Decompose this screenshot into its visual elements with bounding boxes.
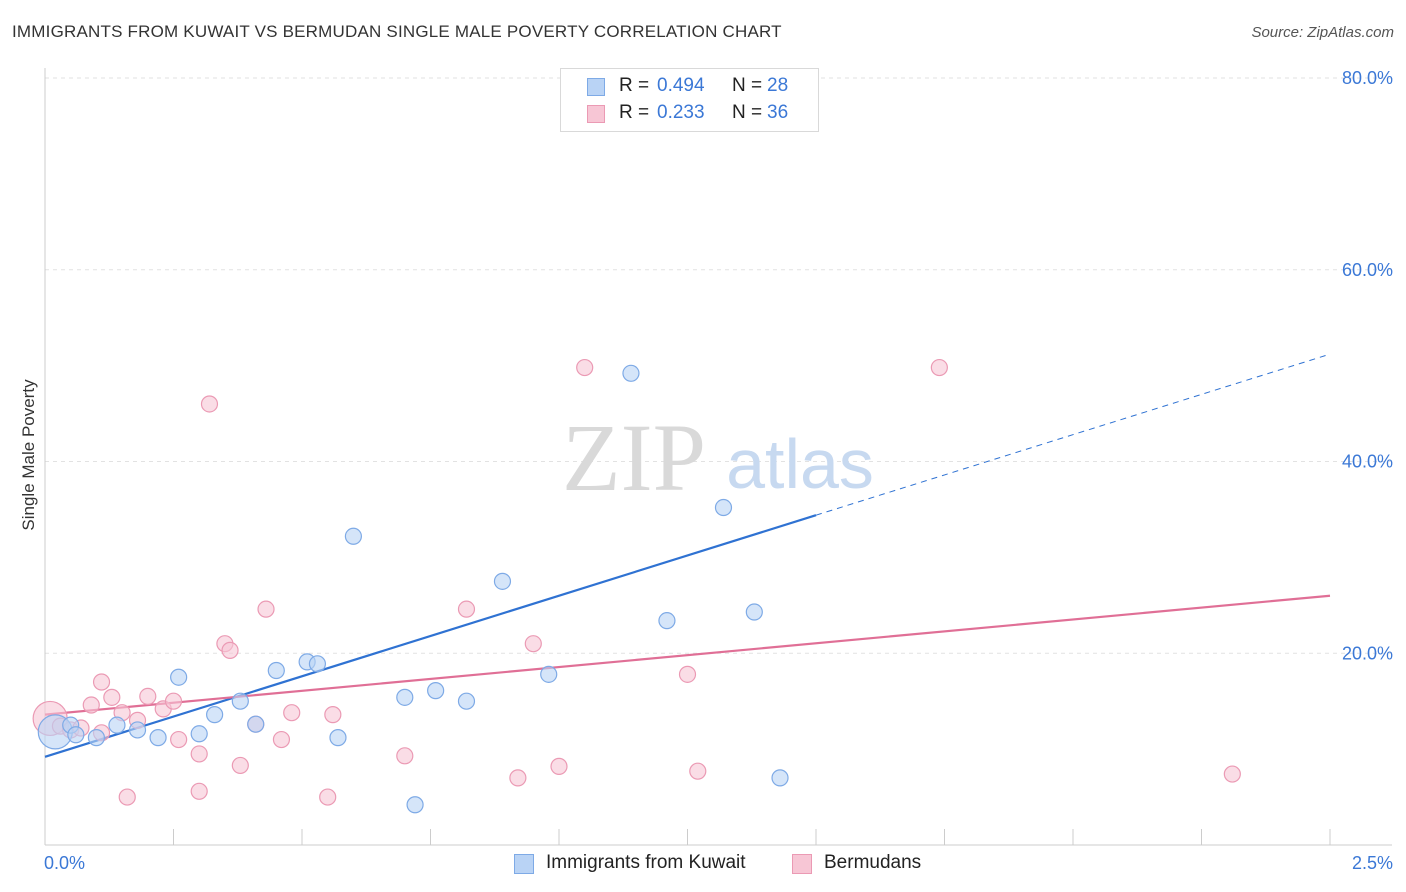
point-bermudans	[103, 688, 121, 706]
bottom-legend-label-bermudans: Bermudans	[824, 852, 922, 873]
point-bermudans	[524, 635, 542, 653]
point-bermudans	[257, 600, 275, 618]
x-tick-label: 0.0%	[44, 853, 85, 873]
point-kuwait	[128, 721, 147, 739]
legend-r-label: R =	[619, 75, 650, 96]
y-tick-label: 80.0%	[1342, 68, 1393, 88]
tick-labels: 20.0% 40.0% 60.0% 80.0% 0.0% 2.5%	[44, 68, 1393, 873]
point-kuwait	[308, 655, 327, 673]
legend-swatch-bermudans	[587, 105, 605, 123]
point-bermudans	[170, 730, 188, 749]
point-kuwait	[622, 364, 640, 382]
point-bermudans	[509, 769, 527, 787]
point-bermudans	[200, 395, 219, 413]
stats-legend: R = 0.494 N = 28 R = 0.233 N = 36	[560, 68, 819, 132]
point-bermudans	[118, 788, 136, 806]
point-bermudans	[930, 358, 948, 377]
point-bermudans	[576, 358, 594, 377]
chart-title: IMMIGRANTS FROM KUWAIT VS BERMUDAN SINGL…	[12, 22, 782, 41]
y-tick-label: 40.0%	[1342, 452, 1393, 472]
point-kuwait	[344, 527, 362, 545]
point-bermudans	[457, 600, 476, 618]
point-kuwait	[457, 692, 476, 710]
point-bermudans	[550, 757, 568, 775]
point-kuwait	[396, 688, 414, 706]
trend-line-kuwait	[44, 514, 817, 758]
point-kuwait	[267, 661, 285, 680]
point-bermudans	[82, 696, 100, 714]
y-axis-label: Single Male Poverty	[19, 379, 38, 531]
point-kuwait	[493, 572, 512, 590]
point-bermudans	[231, 756, 249, 775]
legend-n-label: N =	[732, 102, 763, 123]
y-tick-label: 20.0%	[1342, 643, 1393, 663]
point-kuwait	[427, 682, 445, 700]
point-kuwait	[771, 769, 789, 787]
point-bermudans	[272, 730, 291, 749]
bottom-legend-swatch-bermudans	[792, 854, 812, 874]
point-kuwait	[247, 715, 265, 733]
legend-n-value: 36	[767, 102, 789, 123]
point-kuwait	[170, 668, 188, 686]
point-kuwait	[714, 498, 733, 517]
point-bermudans	[324, 706, 342, 724]
legend-n-label: N =	[732, 75, 763, 96]
point-bermudans	[319, 788, 337, 806]
y-tick-label: 60.0%	[1342, 260, 1393, 280]
point-kuwait	[745, 603, 763, 621]
point-bermudans	[92, 673, 111, 691]
source-label: Source: ZipAtlas.com	[1251, 24, 1394, 41]
point-kuwait	[329, 729, 347, 747]
point-kuwait	[190, 725, 208, 743]
legend-r-value: 0.494	[657, 75, 705, 96]
point-kuwait	[149, 729, 167, 747]
point-kuwait	[67, 726, 85, 744]
data-points	[32, 358, 1241, 814]
point-kuwait	[658, 612, 676, 630]
point-kuwait	[406, 796, 424, 814]
point-kuwait	[87, 729, 106, 747]
point-bermudans	[678, 665, 697, 683]
legend-n-value: 28	[767, 75, 789, 96]
bottom-legend-swatch-kuwait	[514, 854, 534, 874]
point-kuwait	[206, 706, 224, 724]
legend-r-label: R =	[619, 102, 650, 123]
point-bermudans	[190, 745, 208, 763]
watermark-atlas: atlas	[726, 425, 874, 503]
bottom-legend-label-kuwait: Immigrants from Kuwait	[546, 852, 746, 873]
point-bermudans	[396, 747, 414, 765]
legend-r-value: 0.233	[657, 102, 705, 123]
point-bermudans	[139, 687, 157, 705]
point-bermudans	[190, 782, 208, 800]
point-bermudans	[1223, 765, 1241, 783]
point-bermudans	[283, 704, 301, 722]
point-kuwait	[540, 665, 558, 683]
point-bermudans	[221, 641, 239, 659]
trend-line-bermudans	[44, 594, 1331, 716]
x-tick-label: 2.5%	[1352, 853, 1393, 873]
watermark-zip: ZIP	[562, 404, 706, 511]
legend-swatch-kuwait	[587, 78, 605, 96]
point-kuwait	[108, 716, 126, 734]
axes	[44, 68, 1392, 846]
trend-lines	[44, 353, 1331, 758]
point-bermudans	[164, 692, 183, 710]
grid-lines	[45, 77, 1392, 654]
trend-line-kuwait-extension	[815, 353, 1331, 516]
point-bermudans	[689, 762, 707, 780]
point-kuwait	[231, 692, 249, 710]
